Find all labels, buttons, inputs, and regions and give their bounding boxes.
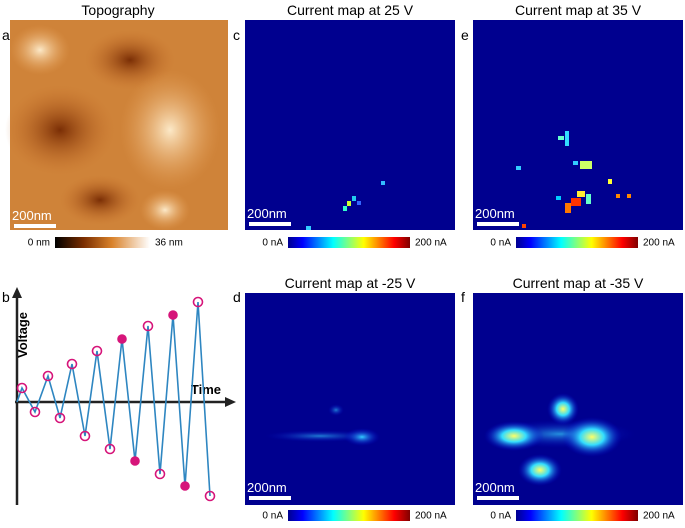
panel-letter: d: [233, 289, 241, 305]
y-axis-label: Voltage: [15, 312, 30, 358]
panel-title: Current map at 35 V: [515, 2, 642, 18]
scale-bar: [477, 496, 519, 500]
colorbar: [288, 510, 410, 521]
colorbar-max: 200 nA: [643, 238, 675, 249]
x-axis-label: Time: [191, 382, 221, 397]
topography-image: [5, 20, 228, 230]
scale-bar: [249, 496, 291, 500]
colorbar-max: 200 nA: [643, 511, 675, 522]
colorbar: [516, 510, 638, 521]
scale-bar-label: 200nm: [475, 480, 515, 495]
colorbar: [516, 237, 638, 248]
panel-letter: a: [2, 27, 10, 43]
colorbar-max: 36 nm: [155, 238, 183, 249]
colorbar-max: 200 nA: [415, 511, 447, 522]
waveform-axes: [12, 287, 236, 505]
panel-letter: c: [233, 27, 240, 43]
scale-bar: [249, 222, 291, 226]
panel-letter: f: [461, 289, 465, 305]
colorbar-min: 0 nA: [262, 511, 283, 522]
scale-bar: [14, 224, 56, 228]
scale-bar-label: 200nm: [247, 480, 287, 495]
panel-title: Current map at -35 V: [513, 275, 644, 291]
panel-letter: b: [2, 289, 10, 305]
panel-title: Topography: [81, 2, 154, 18]
colorbar: [55, 237, 150, 248]
scale-bar: [477, 222, 519, 226]
current-map: [245, 20, 455, 230]
colorbar-min: 0 nA: [490, 238, 511, 249]
waveform-markers: [16, 296, 216, 502]
colorbar: [288, 237, 410, 248]
scale-bar-label: 200nm: [12, 208, 52, 223]
colorbar-min: 0 nm: [28, 238, 50, 249]
current-map: [473, 20, 683, 230]
waveform: [16, 301, 211, 497]
current-map: [245, 293, 455, 505]
scale-bar-label: 200nm: [475, 206, 515, 221]
colorbar-min: 0 nA: [262, 238, 283, 249]
scale-bar-label: 200nm: [247, 206, 287, 221]
panel-letter: e: [461, 27, 469, 43]
colorbar-max: 200 nA: [415, 238, 447, 249]
colorbar-min: 0 nA: [490, 511, 511, 522]
panel-title: Current map at -25 V: [285, 275, 416, 291]
panel-title: Current map at 25 V: [287, 2, 414, 18]
current-map: [473, 293, 683, 505]
